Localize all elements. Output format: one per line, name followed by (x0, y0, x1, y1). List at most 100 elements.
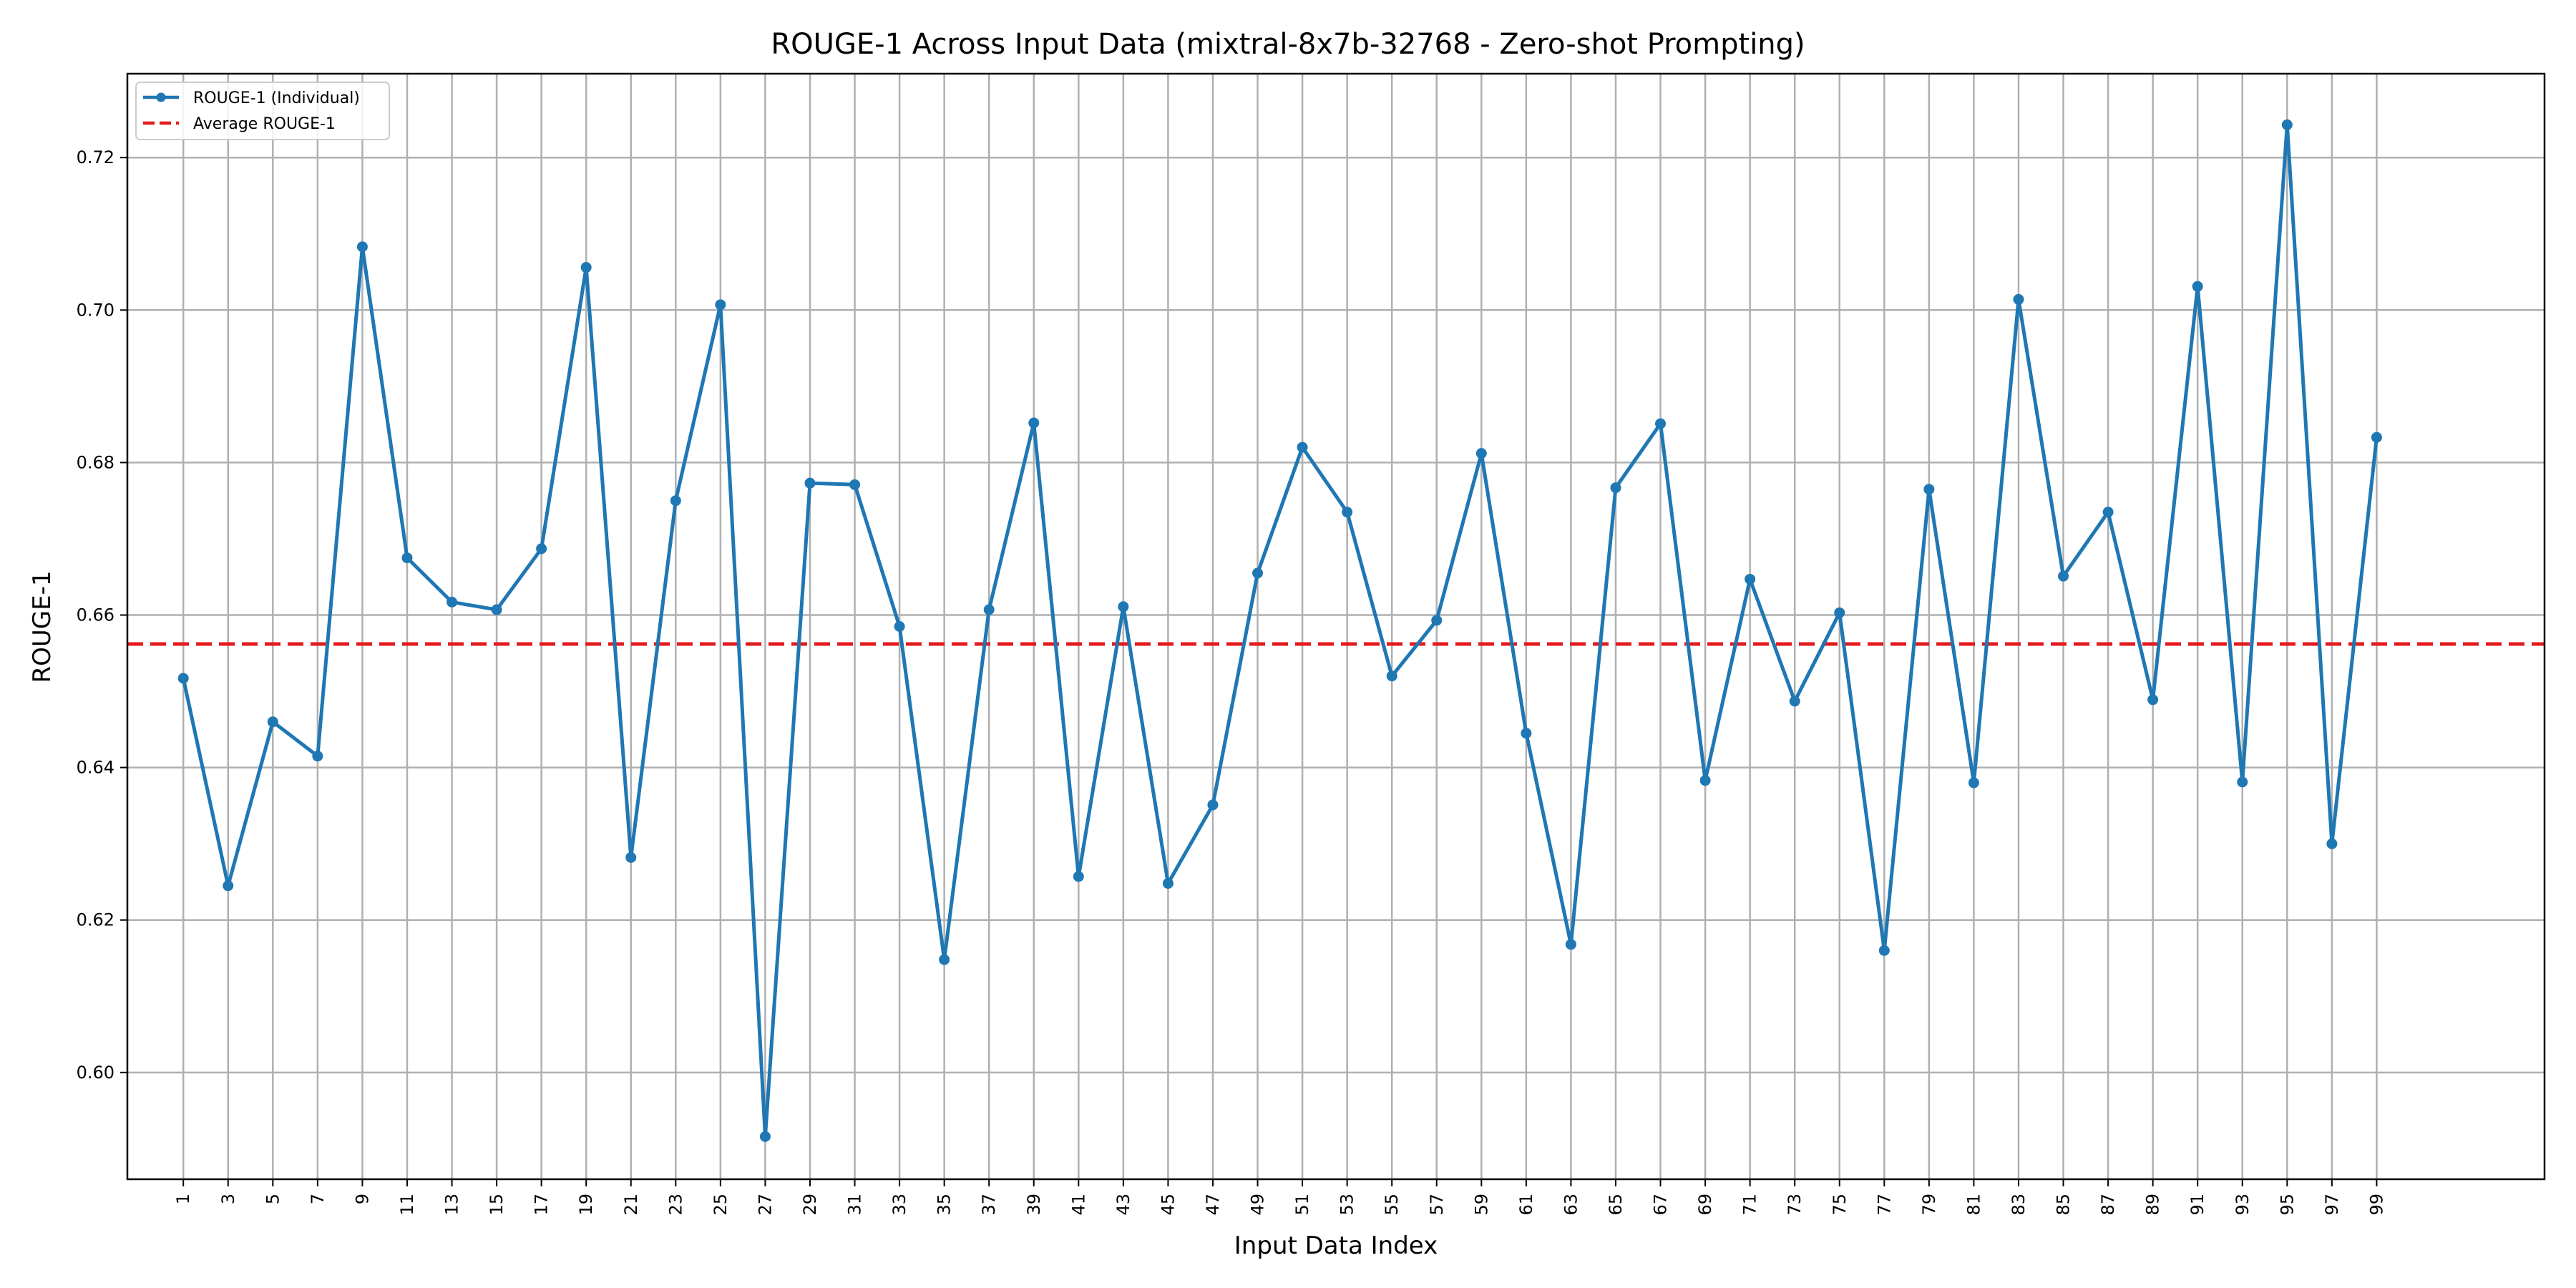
data-point (759, 1131, 771, 1142)
data-point (312, 751, 323, 762)
data-point (1565, 939, 1576, 950)
data-point (1745, 573, 1756, 585)
chart-title: ROUGE-1 Across Input Data (mixtral-8x7b-… (771, 28, 1805, 61)
x-tick-label: 19 (576, 1194, 596, 1216)
x-tick-label: 93 (2233, 1194, 2253, 1216)
data-point (894, 621, 905, 632)
data-point (401, 552, 413, 564)
data-point (177, 673, 189, 684)
data-point (2192, 280, 2203, 292)
x-tick-label: 77 (1874, 1194, 1894, 1216)
y-axis-ticks: 0.60 0.62 0.64 0.66 0.68 0.70 0.72 (77, 147, 127, 1083)
legend-average-label: Average ROUGE-1 (193, 115, 336, 133)
data-point (1878, 945, 1890, 956)
x-tick-label: 75 (1830, 1194, 1850, 1216)
x-tick-label: 9 (352, 1194, 372, 1204)
x-tick-label: 65 (1606, 1194, 1626, 1216)
x-tick-label: 97 (2322, 1194, 2342, 1216)
x-tick-label: 39 (1024, 1194, 1044, 1216)
data-point (983, 604, 995, 615)
y-axis-label: ROUGE-1 (28, 570, 57, 683)
data-point (2281, 119, 2293, 130)
data-point (625, 852, 637, 863)
x-tick-label: 73 (1785, 1194, 1805, 1216)
x-tick-label: 35 (935, 1194, 955, 1216)
x-tick-label: 45 (1158, 1194, 1178, 1216)
data-point (1431, 615, 1443, 626)
x-tick-label: 29 (800, 1194, 820, 1216)
x-tick-label: 37 (979, 1194, 999, 1216)
data-point (1968, 777, 1979, 789)
data-point (939, 954, 950, 965)
y-tick-label: 0.60 (77, 1063, 114, 1083)
x-tick-label: 3 (218, 1194, 238, 1204)
data-point (849, 479, 861, 490)
y-tick-label: 0.72 (77, 147, 114, 167)
data-point (1297, 441, 1308, 453)
data-point (1386, 670, 1397, 682)
x-tick-label: 63 (1561, 1194, 1581, 1216)
legend-box (135, 82, 390, 140)
x-tick-label: 81 (1963, 1194, 1984, 1216)
data-point (715, 299, 726, 311)
data-point (1028, 417, 1040, 429)
x-tick-label: 53 (1337, 1194, 1357, 1216)
x-tick-label: 11 (397, 1194, 417, 1216)
legend-series-marker (156, 92, 166, 102)
x-tick-label: 91 (2187, 1194, 2207, 1216)
x-tick-label: 57 (1427, 1194, 1447, 1216)
data-point (1789, 696, 1800, 707)
data-point (1521, 728, 1532, 739)
x-tick-label: 51 (1292, 1194, 1312, 1216)
y-tick-label: 0.68 (77, 452, 114, 472)
data-point (670, 495, 681, 507)
series-line (181, 122, 2379, 1138)
data-point (2147, 694, 2159, 706)
x-tick-label: 25 (711, 1194, 731, 1216)
data-point (2326, 838, 2338, 849)
x-axis-ticks: 1 3 5 7 9 11 13 15 17 19 21 23 25 27 29 31 33 35 37 39 41 43 4… (173, 1179, 2386, 1216)
x-tick-label: 17 (532, 1194, 552, 1216)
grid-layer (127, 74, 2545, 1179)
data-point (1252, 567, 1264, 579)
y-tick-label: 0.64 (77, 758, 114, 778)
data-point (356, 241, 368, 253)
data-point (223, 880, 234, 892)
x-tick-label: 69 (1695, 1194, 1715, 1216)
data-point (1475, 448, 1487, 459)
data-point (447, 596, 458, 608)
y-tick-label: 0.66 (77, 605, 114, 625)
x-tick-label: 79 (1919, 1194, 1939, 1216)
data-point (2371, 431, 2382, 443)
x-tick-label: 83 (2009, 1194, 2029, 1216)
x-tick-label: 59 (1471, 1194, 1491, 1216)
data-point (1923, 484, 1935, 495)
x-tick-label: 47 (1203, 1194, 1223, 1216)
data-point (267, 716, 278, 728)
x-tick-label: 49 (1248, 1194, 1268, 1216)
data-point (1118, 601, 1129, 613)
data-point (1699, 775, 1711, 786)
data-point (1073, 871, 1084, 882)
data-point (2013, 293, 2024, 305)
x-tick-label: 95 (2277, 1194, 2297, 1216)
x-tick-label: 23 (665, 1194, 686, 1216)
legend: ROUGE-1 (Individual) Average ROUGE-1 (135, 82, 390, 140)
data-point (1610, 482, 1621, 494)
x-tick-label: 61 (1516, 1194, 1536, 1216)
legend-series-label: ROUGE-1 (Individual) (193, 89, 360, 107)
x-tick-label: 89 (2143, 1194, 2163, 1216)
data-point (2237, 776, 2248, 788)
x-tick-label: 5 (263, 1194, 283, 1204)
data-point (536, 543, 547, 555)
x-tick-label: 55 (1382, 1194, 1402, 1216)
plot-frame (126, 72, 2546, 1181)
x-tick-label: 7 (308, 1194, 328, 1204)
x-tick-label: 1 (173, 1194, 193, 1204)
x-tick-label: 43 (1113, 1194, 1133, 1216)
x-tick-label: 67 (1651, 1194, 1671, 1216)
series-layer (177, 119, 2382, 1142)
x-tick-label: 13 (442, 1194, 462, 1216)
x-axis-label: Input Data Index (1234, 1231, 1438, 1260)
